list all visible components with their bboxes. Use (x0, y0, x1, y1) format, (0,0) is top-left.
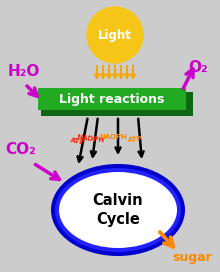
Text: sugar: sugar (172, 252, 212, 264)
Text: CO₂: CO₂ (5, 143, 36, 157)
Text: ATP: ATP (70, 137, 86, 146)
Text: NADPH: NADPH (99, 134, 127, 140)
Text: ATP: ATP (127, 135, 143, 143)
Circle shape (87, 7, 143, 63)
Text: Calvin
Cycle: Calvin Cycle (93, 193, 143, 227)
FancyBboxPatch shape (38, 88, 186, 110)
Ellipse shape (51, 164, 185, 256)
FancyBboxPatch shape (41, 110, 193, 116)
Text: Light reactions: Light reactions (59, 92, 165, 106)
Ellipse shape (55, 168, 181, 252)
Text: NADPH: NADPH (76, 134, 104, 144)
Text: H₂O: H₂O (8, 64, 40, 79)
FancyBboxPatch shape (186, 92, 193, 114)
Text: Light: Light (98, 29, 132, 42)
Text: O₂: O₂ (188, 60, 208, 76)
Ellipse shape (59, 172, 177, 248)
